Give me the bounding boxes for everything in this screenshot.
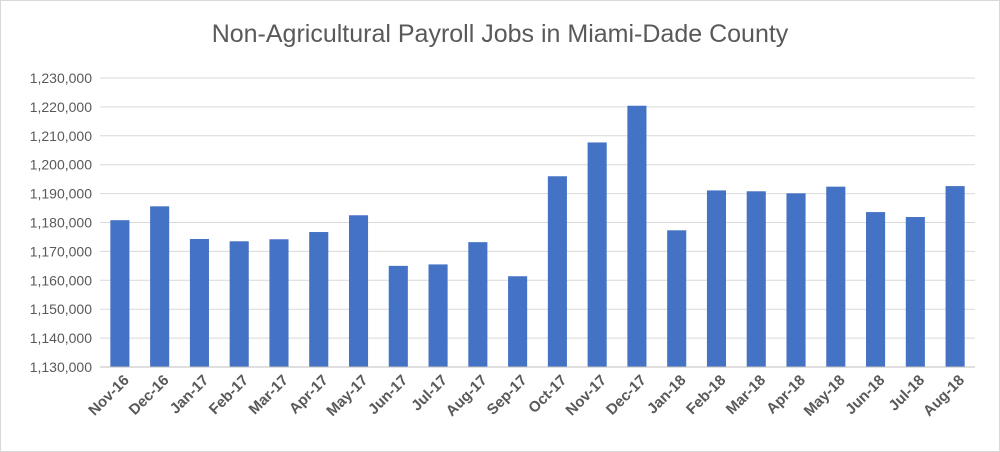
y-tick-label: 1,190,000 bbox=[30, 186, 92, 202]
bar-jun-17 bbox=[388, 265, 408, 367]
x-tick-label: Aug-17 bbox=[443, 372, 491, 420]
y-tick-label: 1,200,000 bbox=[30, 157, 92, 173]
x-tick-label: Nov-16 bbox=[85, 372, 132, 419]
x-tick-label: Jun-18 bbox=[842, 372, 888, 418]
y-tick-label: 1,180,000 bbox=[30, 215, 92, 231]
bar-jul-18 bbox=[905, 217, 925, 367]
bar-mar-18 bbox=[746, 191, 766, 367]
y-tick-label: 1,210,000 bbox=[30, 128, 92, 144]
x-axis-tick-labels: Nov-16Dec-16Jan-17Feb-17Mar-17Apr-17May-… bbox=[85, 372, 968, 420]
y-tick-label: 1,150,000 bbox=[30, 301, 92, 317]
x-tick-label: Feb-17 bbox=[206, 372, 252, 418]
x-tick-label: Sep-17 bbox=[484, 372, 531, 419]
bar-jun-18 bbox=[866, 212, 886, 367]
bar-may-18 bbox=[826, 186, 846, 367]
x-tick-label: Jun-17 bbox=[365, 372, 411, 418]
x-tick-label: May-17 bbox=[323, 372, 371, 420]
bar-dec-16 bbox=[150, 206, 170, 367]
x-tick-label: Oct-17 bbox=[525, 372, 570, 417]
bar-apr-18 bbox=[786, 193, 806, 367]
bar-oct-17 bbox=[547, 176, 567, 367]
bar-aug-17 bbox=[468, 242, 488, 367]
x-tick-label: Nov-17 bbox=[563, 372, 610, 419]
x-tick-label: Mar-17 bbox=[246, 372, 292, 418]
bar-apr-17 bbox=[309, 232, 329, 367]
y-tick-label: 1,130,000 bbox=[30, 359, 92, 375]
y-tick-label: 1,220,000 bbox=[30, 99, 92, 115]
bar-aug-18 bbox=[945, 186, 965, 367]
x-tick-label: Mar-18 bbox=[723, 372, 769, 418]
bar-may-17 bbox=[348, 215, 369, 367]
bar-jul-17 bbox=[428, 264, 448, 367]
x-tick-label: Jan-18 bbox=[644, 372, 690, 418]
x-tick-label: Dec-17 bbox=[603, 372, 650, 419]
bar-jan-17 bbox=[189, 238, 209, 367]
x-tick-label: Apr-17 bbox=[286, 372, 332, 418]
bar-dec-17 bbox=[627, 105, 647, 367]
y-tick-label: 1,230,000 bbox=[30, 70, 92, 86]
x-tick-label: May-18 bbox=[801, 372, 849, 420]
y-tick-label: 1,140,000 bbox=[30, 330, 92, 346]
bars bbox=[110, 105, 965, 367]
bar-nov-17 bbox=[587, 142, 607, 367]
y-tick-label: 1,160,000 bbox=[30, 272, 92, 288]
bar-mar-17 bbox=[269, 239, 289, 367]
x-tick-label: Dec-16 bbox=[126, 372, 173, 419]
x-tick-label: Aug-18 bbox=[920, 372, 968, 420]
y-tick-label: 1,170,000 bbox=[30, 243, 92, 259]
bar-feb-18 bbox=[706, 190, 727, 367]
y-axis-tick-labels: 1,130,000 1,140,000 1,150,000 1,160,000 1,17… bbox=[30, 70, 92, 375]
bar-sep-17 bbox=[508, 276, 528, 367]
bar-feb-17 bbox=[229, 241, 249, 367]
chart-title: Non-Agricultural Payroll Jobs in Miami-D… bbox=[211, 20, 789, 48]
x-tick-label: Apr-18 bbox=[763, 372, 809, 418]
x-tick-label: Feb-18 bbox=[683, 372, 729, 418]
bar-nov-16 bbox=[110, 220, 130, 367]
x-tick-label: Jan-17 bbox=[167, 372, 213, 418]
bar-jan-18 bbox=[667, 230, 687, 367]
